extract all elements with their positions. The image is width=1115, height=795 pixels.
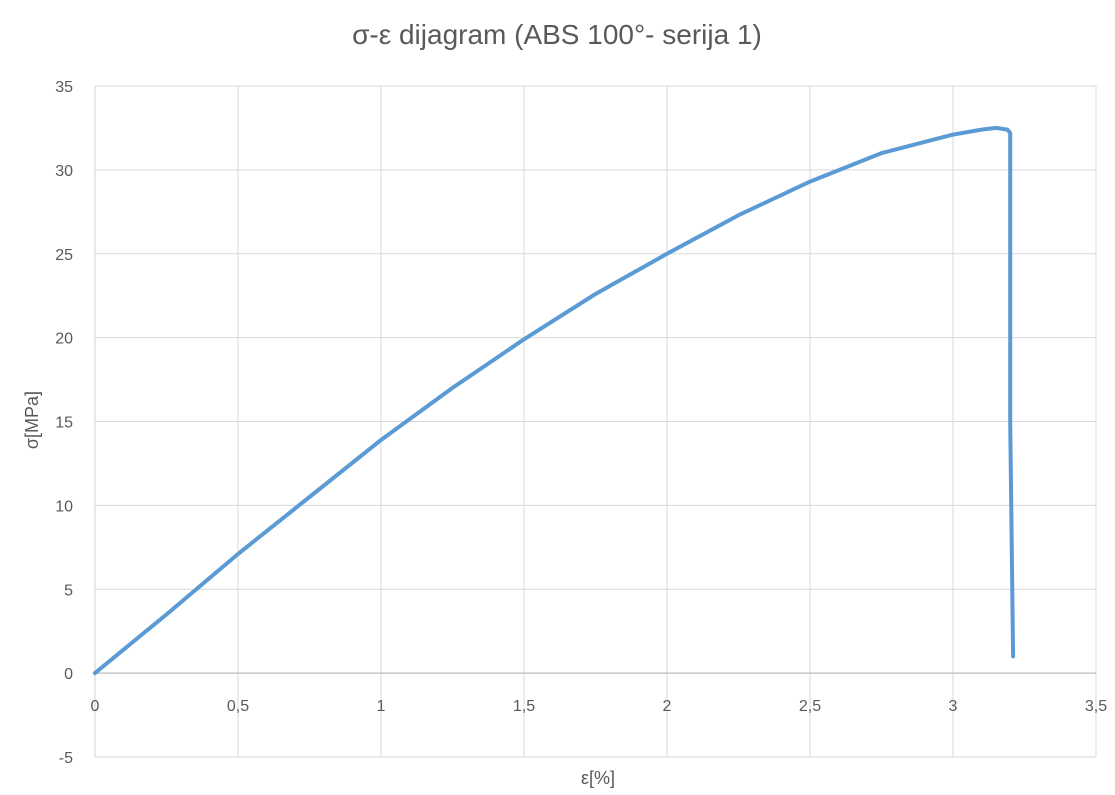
y-tick-label: 10 [55,498,73,515]
y-tick-label: 35 [55,79,73,96]
x-tick-label: 0,5 [227,698,249,715]
y-tick-label: 5 [64,582,73,599]
series-layer [95,128,1013,673]
x-tick-label: 0 [91,698,100,715]
y-tick-label: -5 [59,750,73,767]
chart-title: σ-ε dijagram (ABS 100°- serija 1) [352,19,762,50]
y-tick-label: 30 [55,163,73,180]
y-tick-label: 0 [64,666,73,683]
y-axis-title: σ[MPa] [22,391,42,449]
x-tick-label: 2,5 [799,698,821,715]
y-tick-label: 25 [55,247,73,264]
y-tick-label: 15 [55,415,73,432]
x-tick-label: 1 [377,698,386,715]
tick-layer: -5 0 5 10 15 20 25 30 35 0 0,5 1 1,5 2 2,5 3 3,5 [55,79,1107,767]
x-tick-label: 3 [949,698,958,715]
x-tick-label: 3,5 [1085,698,1107,715]
y-tick-label: 20 [55,331,73,348]
series-line [95,128,1013,673]
x-tick-label: 2 [663,698,672,715]
x-tick-label: 1,5 [513,698,535,715]
x-axis-title: ε[%] [581,768,615,788]
grid-layer [95,86,1096,757]
